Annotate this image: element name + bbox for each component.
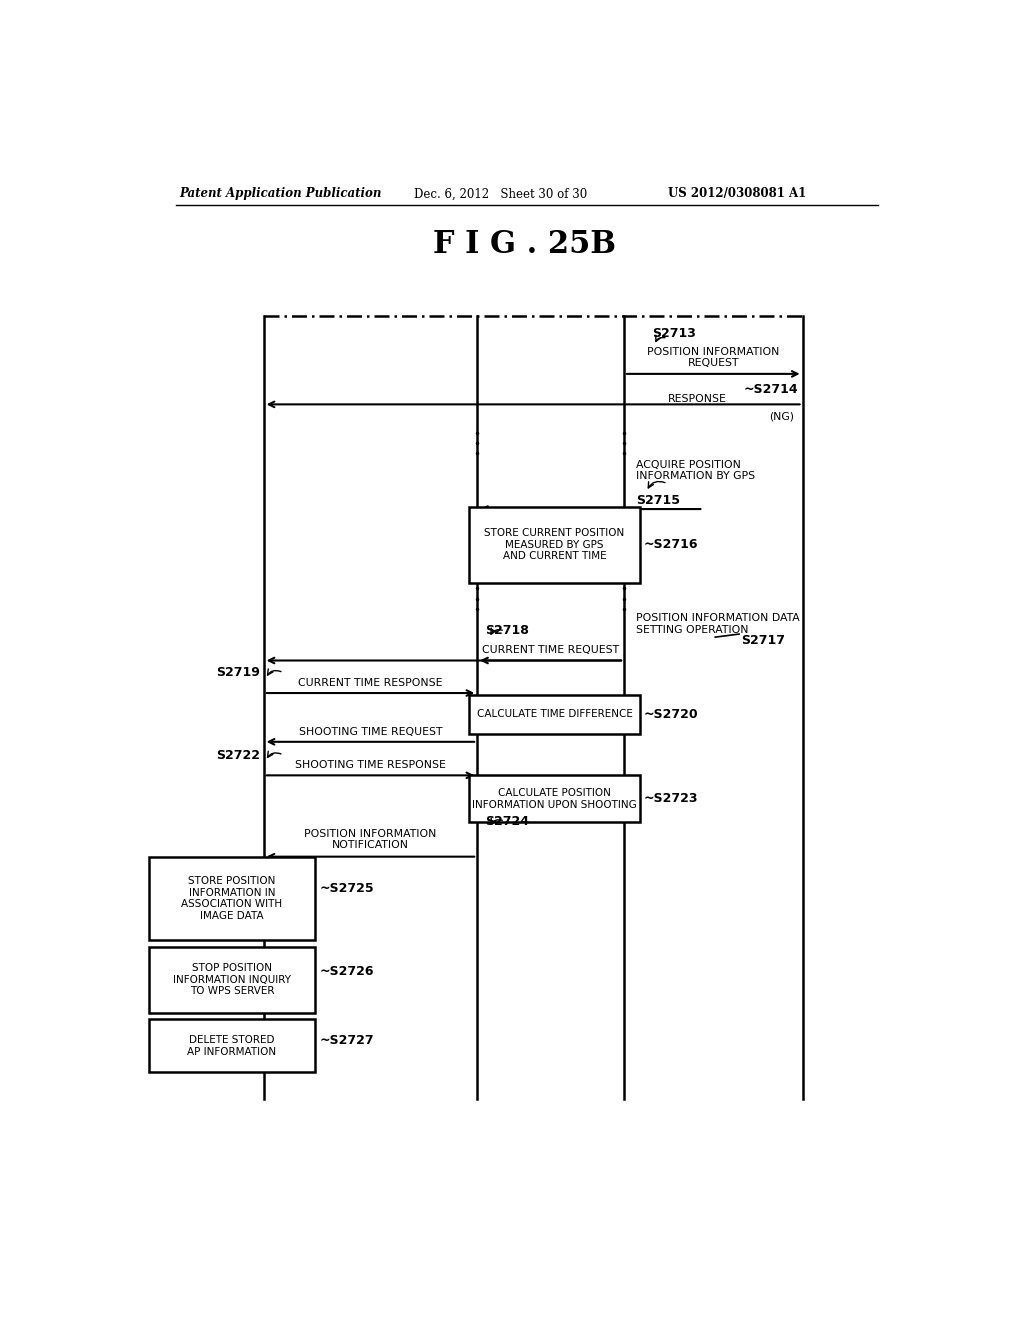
Text: CURRENT TIME REQUEST: CURRENT TIME REQUEST — [482, 645, 620, 655]
Text: SHOOTING TIME RESPONSE: SHOOTING TIME RESPONSE — [295, 760, 445, 770]
Text: STORE POSITION
INFORMATION IN
ASSOCIATION WITH
IMAGE DATA: STORE POSITION INFORMATION IN ASSOCIATIO… — [181, 876, 283, 921]
Text: ~S2714: ~S2714 — [744, 383, 799, 396]
Text: Patent Application Publication: Patent Application Publication — [179, 187, 382, 201]
Text: S2715: S2715 — [636, 495, 680, 507]
FancyBboxPatch shape — [469, 696, 640, 734]
Text: DELETE STORED
AP INFORMATION: DELETE STORED AP INFORMATION — [187, 1035, 276, 1056]
FancyBboxPatch shape — [469, 775, 640, 822]
FancyBboxPatch shape — [148, 1019, 315, 1072]
Text: US 2012/0308081 A1: US 2012/0308081 A1 — [668, 187, 806, 201]
FancyBboxPatch shape — [148, 857, 315, 940]
Text: CALCULATE TIME DIFFERENCE: CALCULATE TIME DIFFERENCE — [476, 709, 633, 719]
Text: ACQUIRE POSITION
INFORMATION BY GPS: ACQUIRE POSITION INFORMATION BY GPS — [636, 459, 755, 482]
Text: S2718: S2718 — [485, 623, 529, 636]
Text: F I G . 25B: F I G . 25B — [433, 230, 616, 260]
Text: S2724: S2724 — [485, 814, 529, 828]
Text: ~S2720: ~S2720 — [644, 708, 698, 721]
Text: SHOOTING TIME REQUEST: SHOOTING TIME REQUEST — [299, 726, 442, 737]
Text: STORE CURRENT POSITION
MEASURED BY GPS
AND CURRENT TIME: STORE CURRENT POSITION MEASURED BY GPS A… — [484, 528, 625, 561]
Text: RESPONSE: RESPONSE — [668, 395, 727, 404]
Text: S2717: S2717 — [741, 634, 785, 647]
FancyBboxPatch shape — [469, 507, 640, 582]
Text: S2713: S2713 — [652, 327, 695, 339]
Text: ~S2727: ~S2727 — [319, 1034, 374, 1047]
Text: POSITION INFORMATION DATA
SETTING OPERATION: POSITION INFORMATION DATA SETTING OPERAT… — [636, 612, 800, 635]
Text: S2719: S2719 — [216, 667, 260, 680]
Text: CALCULATE POSITION
INFORMATION UPON SHOOTING: CALCULATE POSITION INFORMATION UPON SHOO… — [472, 788, 637, 809]
Text: ~S2723: ~S2723 — [644, 792, 698, 805]
Text: S2722: S2722 — [216, 748, 260, 762]
Text: CURRENT TIME RESPONSE: CURRENT TIME RESPONSE — [298, 678, 442, 688]
Text: POSITION INFORMATION
NOTIFICATION: POSITION INFORMATION NOTIFICATION — [304, 829, 436, 850]
FancyBboxPatch shape — [148, 946, 315, 1012]
Text: STOP POSITION
INFORMATION INQUIRY
TO WPS SERVER: STOP POSITION INFORMATION INQUIRY TO WPS… — [173, 964, 291, 997]
Text: ~S2725: ~S2725 — [319, 882, 374, 895]
Text: Dec. 6, 2012   Sheet 30 of 30: Dec. 6, 2012 Sheet 30 of 30 — [414, 187, 587, 201]
Text: S2721: S2721 — [485, 700, 529, 713]
Text: POSITION INFORMATION
REQUEST: POSITION INFORMATION REQUEST — [647, 347, 779, 368]
Text: (NG): (NG) — [770, 412, 795, 421]
Text: ~S2716: ~S2716 — [644, 539, 698, 552]
Text: ~S2726: ~S2726 — [319, 965, 374, 978]
